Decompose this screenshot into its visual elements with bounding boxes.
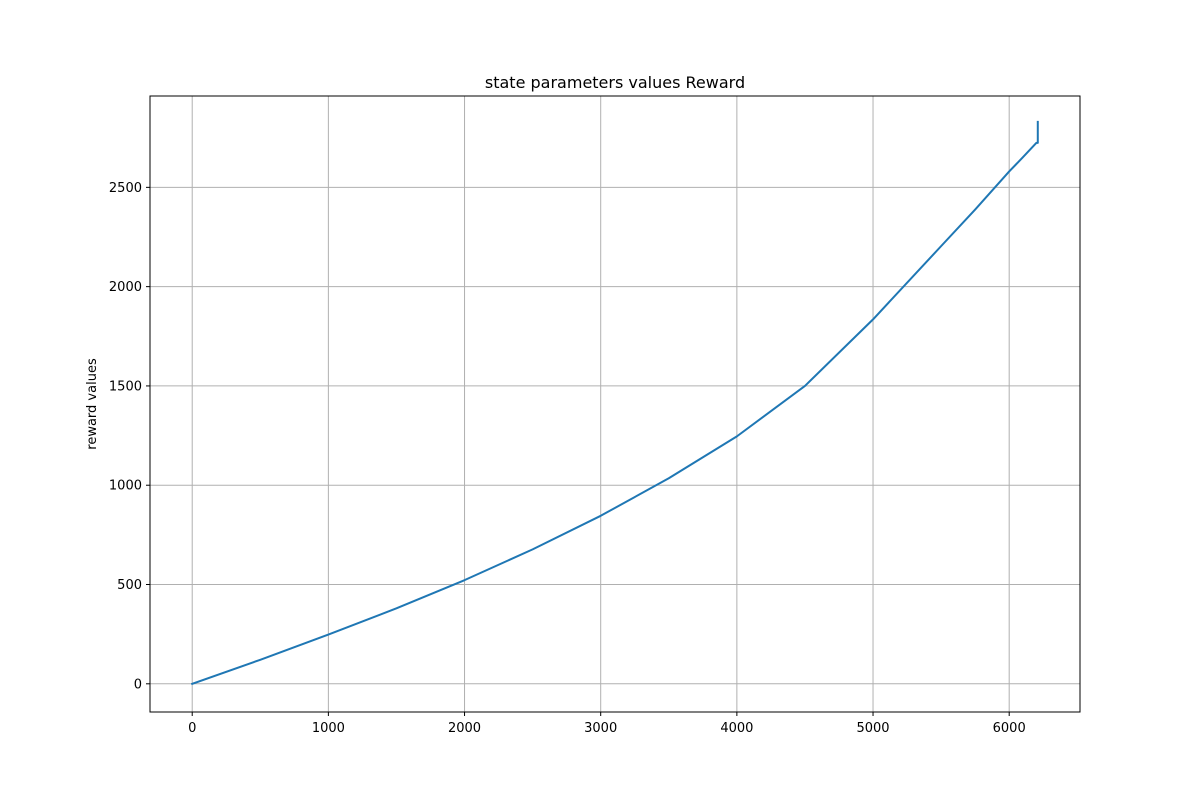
y-tick-label: 500	[117, 578, 142, 593]
x-tick-label: 3000	[584, 721, 617, 736]
y-tick-label: 1000	[109, 479, 142, 494]
x-tick-label: 6000	[993, 721, 1026, 736]
y-tick-label: 1500	[109, 379, 142, 394]
x-tick-label: 1000	[312, 721, 345, 736]
y-tick-label: 2000	[109, 280, 142, 295]
plot-frame	[149, 95, 1081, 713]
x-tick-label: 2000	[448, 721, 481, 736]
grid-layer	[150, 96, 1080, 712]
y-axis-label: reward values	[85, 358, 100, 450]
y-tick-label: 2500	[109, 181, 142, 196]
tick-layer: 0 1000 2000 3000 4000 5000 6000 0 500 1000 1500 200…	[109, 181, 1026, 736]
series-line	[190, 120, 1039, 686]
x-tick-label: 5000	[856, 721, 889, 736]
chart-title: state parameters values Reward	[485, 73, 745, 92]
series-layer	[190, 120, 1039, 686]
y-tick-label: 0	[134, 677, 142, 692]
x-tick-label: 4000	[720, 721, 753, 736]
x-tick-label: 0	[188, 721, 196, 736]
